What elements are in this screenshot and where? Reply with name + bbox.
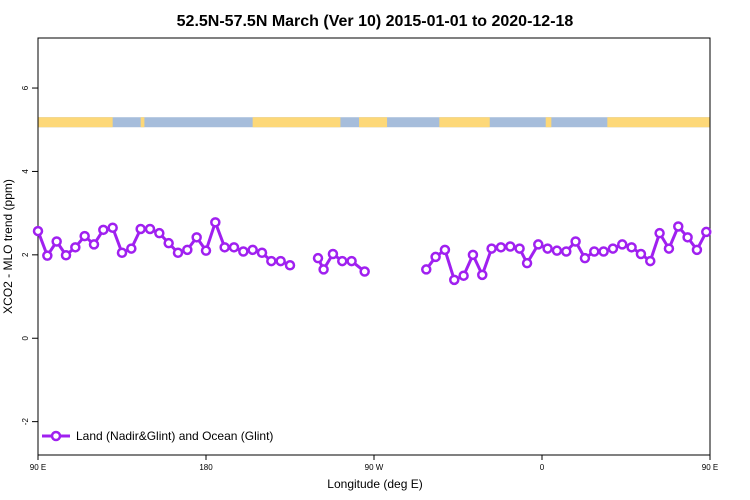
data-point <box>191 232 202 243</box>
data-point <box>467 249 479 261</box>
data-point <box>275 255 286 267</box>
y-tick-label: 4 <box>21 169 30 174</box>
data-point <box>691 244 703 256</box>
data-point <box>477 269 488 281</box>
data-point <box>607 243 619 254</box>
data-point <box>421 264 432 275</box>
chart-title: 52.5N-57.5N March (Ver 10) 2015-01-01 to… <box>177 13 574 30</box>
y-tick-label: 6 <box>21 85 30 90</box>
legend: Land (Nadir&Glint) and Ocean (Glint) <box>42 429 273 443</box>
data-point <box>359 266 370 277</box>
x-tick-label: 90 E <box>702 463 718 472</box>
data-point <box>682 232 693 243</box>
y-tick-label: 2 <box>21 252 30 257</box>
data-point <box>79 230 90 242</box>
data-point <box>701 226 712 238</box>
land-segment <box>607 117 710 128</box>
legend-label: Land (Nadir&Glint) and Ocean (Glint) <box>76 429 273 443</box>
land-segment <box>359 117 388 128</box>
data-point <box>626 242 637 253</box>
data-point <box>430 251 441 263</box>
series-group <box>32 217 712 286</box>
y-tick-label: -2 <box>21 418 30 426</box>
data-point <box>32 225 44 237</box>
data-point <box>439 244 451 256</box>
data-point <box>589 246 600 257</box>
data-point <box>98 224 109 236</box>
data-point <box>247 244 258 256</box>
data-point <box>533 239 544 250</box>
data-point <box>635 248 647 260</box>
y-axis-label: XCO2 - MLO trend (ppm) <box>1 179 15 314</box>
data-point <box>51 236 62 247</box>
x-axis: 90 E 180 90 W 0 90 E <box>30 455 718 472</box>
data-point <box>126 243 137 254</box>
data-point <box>673 221 684 232</box>
data-point <box>60 250 72 261</box>
data-point <box>182 244 193 256</box>
data-point <box>200 245 212 256</box>
land-segment <box>38 117 113 128</box>
data-point <box>172 247 184 259</box>
data-point <box>88 239 100 250</box>
x-tick-label: 0 <box>540 463 545 472</box>
data-point <box>514 243 525 254</box>
data-point <box>542 243 553 254</box>
data-point <box>135 223 146 235</box>
data-point <box>598 246 609 257</box>
data-point <box>327 248 339 260</box>
data-point <box>70 242 81 253</box>
data-point <box>210 217 221 228</box>
data-point <box>238 246 249 257</box>
data-point <box>486 243 497 254</box>
land-segment <box>439 117 490 128</box>
data-point <box>663 243 675 254</box>
y-axis: -2 0 2 4 6 <box>21 85 38 425</box>
data-point <box>228 242 240 253</box>
data-point <box>219 242 230 253</box>
data-point <box>346 255 357 267</box>
data-point <box>570 236 581 247</box>
data-point <box>645 255 656 267</box>
data-point <box>495 242 507 253</box>
x-tick-label: 180 <box>199 463 213 472</box>
legend-marker <box>50 430 62 442</box>
data-point <box>551 245 563 256</box>
x-axis-label: Longitude (deg E) <box>327 477 422 491</box>
data-point <box>284 260 296 271</box>
data-point <box>579 252 591 264</box>
land-segment <box>545 117 552 128</box>
data-point <box>256 247 268 259</box>
data-point <box>42 250 53 261</box>
data-point <box>116 247 128 259</box>
x-tick-label: 90 W <box>365 463 384 472</box>
data-point <box>266 255 277 267</box>
data-point <box>318 264 329 275</box>
data-point <box>337 255 348 267</box>
data-point <box>163 237 174 249</box>
data-point <box>144 223 156 235</box>
land-ocean-band <box>38 117 710 128</box>
x-tick-label: 90 E <box>30 463 46 472</box>
y-tick-label: 0 <box>21 335 30 340</box>
data-point <box>617 239 628 250</box>
land-segment <box>252 117 341 128</box>
data-point <box>654 227 665 239</box>
data-point <box>458 270 469 281</box>
data-point <box>505 241 516 252</box>
data-point <box>154 227 165 239</box>
data-point <box>561 246 572 257</box>
data-point <box>521 257 533 269</box>
data-point <box>449 274 460 286</box>
land-segment <box>140 117 145 128</box>
data-point <box>107 222 118 233</box>
data-point <box>312 252 324 264</box>
